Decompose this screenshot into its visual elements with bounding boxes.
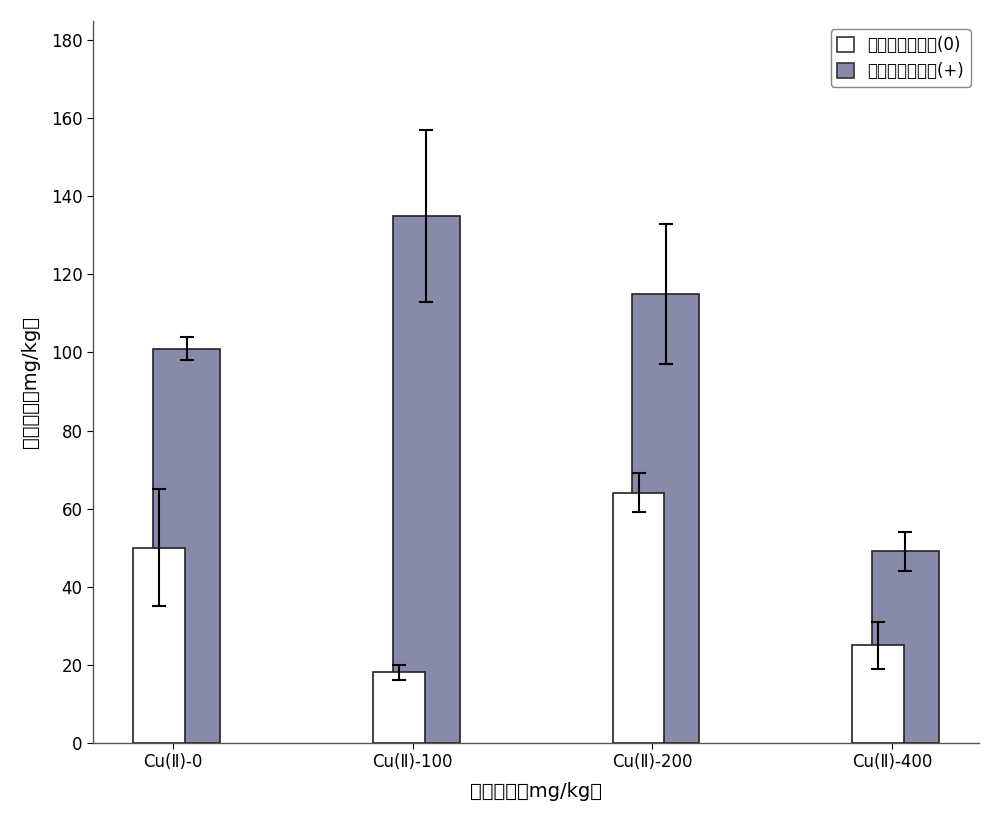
Legend: 地上部分铜含量(0), 地上部分铜含量(+): 地上部分铜含量(0), 地上部分铜含量(+) bbox=[831, 29, 971, 87]
Bar bbox=[852, 645, 904, 742]
Y-axis label: 蔓积浓度（mg/kg）: 蔓积浓度（mg/kg） bbox=[21, 316, 40, 448]
Bar bbox=[393, 216, 460, 742]
Bar bbox=[613, 493, 664, 742]
X-axis label: 处理浓度（mg/kg）: 处理浓度（mg/kg） bbox=[470, 783, 602, 801]
Bar bbox=[153, 349, 220, 742]
Bar bbox=[632, 294, 699, 742]
Bar bbox=[373, 672, 425, 742]
Bar bbox=[872, 552, 939, 742]
Bar bbox=[133, 547, 185, 742]
